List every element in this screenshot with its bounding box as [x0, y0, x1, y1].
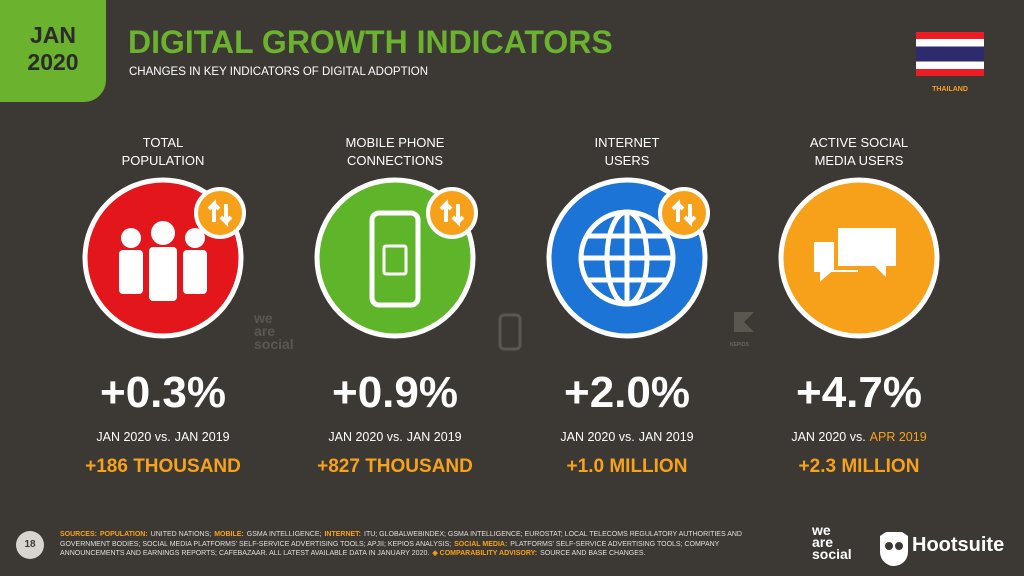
indicator-change: +0.3% — [100, 368, 226, 417]
logo-line: are — [812, 534, 834, 550]
subtitle: CHANGES IN KEY INDICATORS OF DIGITAL ADO… — [129, 66, 429, 78]
wm-line: are — [254, 323, 276, 339]
wm-line: social — [254, 336, 294, 352]
source-text: ITU; GLOBALWEBINDEX; GSMA INTELLIGENCE; … — [60, 531, 742, 548]
period-compare: JAN 2019 — [174, 430, 230, 444]
indicator-absolute: +1.0 MILLION — [566, 456, 688, 477]
indicator-label: MOBILE PHONE CONNECTIONS — [285, 134, 505, 170]
label-line: MOBILE PHONE — [345, 135, 445, 150]
label-line: POPULATION — [121, 153, 205, 168]
date-badge: JAN 2020 — [0, 0, 106, 102]
page-number: 18 — [16, 531, 44, 559]
indicator-change: +0.9% — [332, 368, 458, 417]
indicator-period: JAN 2020 vs. JAN 2019 — [285, 430, 505, 444]
logo-we-are-social: we are social — [812, 522, 852, 562]
label-line: CONNECTIONS — [346, 153, 444, 168]
indicator-change: +2.0% — [564, 368, 690, 417]
indicator-period: JAN 2020 vs. APR 2019 — [749, 430, 969, 444]
indicator-period: JAN 2020 vs. JAN 2019 — [53, 430, 273, 444]
logo-line: we — [812, 522, 831, 538]
indicator-absolute: +827 THOUSAND — [317, 456, 473, 477]
label-line: USERS — [604, 153, 650, 168]
period-base: JAN 2020 vs. — [791, 430, 866, 444]
period-compare: JAN 2019 — [406, 430, 462, 444]
label-line: TOTAL — [142, 135, 184, 150]
sources-heading: SOURCES: — [60, 531, 97, 538]
label-line: INTERNET — [594, 135, 660, 150]
source-text: PLATFORMS' SELF-SERVICE ADVERTISING TOOL… — [60, 540, 720, 558]
indicator-label: ACTIVE SOCIAL MEDIA USERS — [749, 134, 969, 170]
badge-year: 2020 — [27, 49, 79, 75]
source-text: UNITED NATIONS; — [150, 531, 212, 538]
source-label: MOBILE: — [214, 531, 244, 538]
watermark-kepios: KEPIOS — [730, 342, 749, 348]
indicator-period: JAN 2020 vs. JAN 2019 — [517, 430, 737, 444]
wm-line: we — [254, 310, 273, 326]
label-line: ACTIVE SOCIAL — [809, 135, 909, 150]
period-base: JAN 2020 vs. — [96, 430, 171, 444]
indicator-label: INTERNET USERS — [517, 134, 737, 170]
indicator-absolute: +2.3 MILLION — [798, 456, 920, 477]
badge-month: JAN — [29, 22, 76, 48]
period-compare: APR 2019 — [869, 430, 927, 444]
indicator-absolute: +186 THOUSAND — [85, 456, 241, 477]
indicator-label: TOTAL POPULATION — [53, 134, 273, 170]
source-text: SOURCE AND BASE CHANGES. — [540, 550, 646, 557]
logo-line: social — [812, 546, 852, 562]
country: THAILAND — [932, 86, 968, 93]
sources: SOURCES: POPULATION: UNITED NATIONS; MOBILE… — [60, 530, 785, 559]
period-compare: JAN 2019 — [638, 430, 694, 444]
flag — [916, 32, 984, 76]
label-line: MEDIA USERS — [814, 153, 904, 168]
source-text: GSMA INTELLIGENCE; — [246, 531, 322, 538]
source-label: ◈ COMPARABILITY ADVISORY: — [432, 550, 538, 557]
source-label: INTERNET: — [324, 531, 362, 538]
title: DIGITAL GROWTH INDICATORS — [128, 24, 613, 60]
watermark-we-are-social: we are social — [254, 310, 294, 352]
source-label: SOCIAL MEDIA: — [454, 540, 508, 548]
logo-hootsuite: Hootsuite — [912, 534, 1005, 556]
indicator-change: +4.7% — [796, 368, 922, 417]
source-label: POPULATION: — [99, 531, 148, 538]
period-base: JAN 2020 vs. — [560, 430, 635, 444]
period-base: JAN 2020 vs. — [328, 430, 403, 444]
